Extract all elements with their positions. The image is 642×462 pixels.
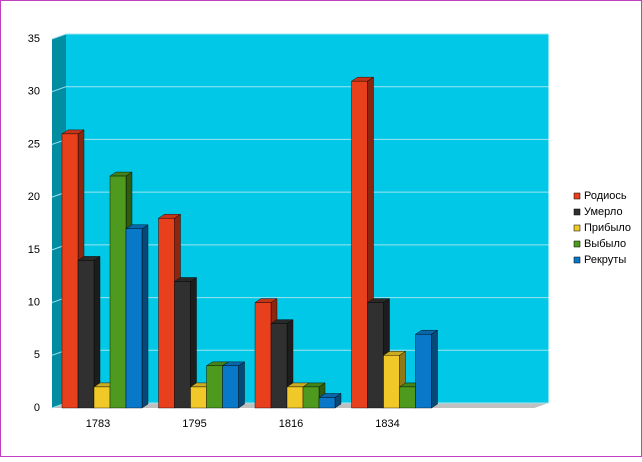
y-tick-label: 15 [28,244,40,256]
bar [93,386,111,409]
bar [302,386,320,409]
bar [367,302,384,409]
legend-label: Прибыло [584,222,631,234]
bar [383,355,400,409]
bar-side [141,224,149,409]
y-tick-label: 30 [28,86,40,98]
y-tick-label: 25 [28,138,40,150]
y-tick-label: 0 [34,402,40,414]
bar [190,386,207,409]
bar [222,365,239,409]
bar [109,175,127,409]
grid-line-side [51,86,67,93]
legend-label: Рекруты [584,254,626,266]
x-tick-label: 1816 [279,418,303,430]
legend-swatch [573,192,581,200]
bar [351,80,368,409]
bar [399,386,416,409]
x-tick-label: 1834 [375,418,399,430]
x-tick-label: 1783 [86,418,110,430]
bar [61,133,79,409]
bar [415,334,432,409]
bar [174,281,191,409]
legend-swatch [573,256,581,264]
legend-label: Родиось [584,190,627,202]
y-tick-label: 10 [28,296,40,308]
bar [318,397,336,409]
legend-swatch [573,224,581,232]
legend-label: Выбыло [584,238,626,250]
x-tick-label: 1795 [182,418,206,430]
bar [77,260,95,409]
grid-line-side [51,33,67,40]
bar [270,323,288,409]
bar [286,386,304,409]
bar [254,302,272,409]
bar [125,228,143,409]
legend-label: Умерло [584,206,623,218]
bar-side [238,361,245,409]
legend-swatch [573,240,581,248]
y-tick-label: 35 [28,33,40,45]
y-tick-label: 20 [28,191,40,203]
y-tick-label: 5 [34,349,40,361]
legend-swatch [573,208,581,216]
bar [206,365,223,409]
bar-side [431,329,438,409]
bar [158,218,175,409]
